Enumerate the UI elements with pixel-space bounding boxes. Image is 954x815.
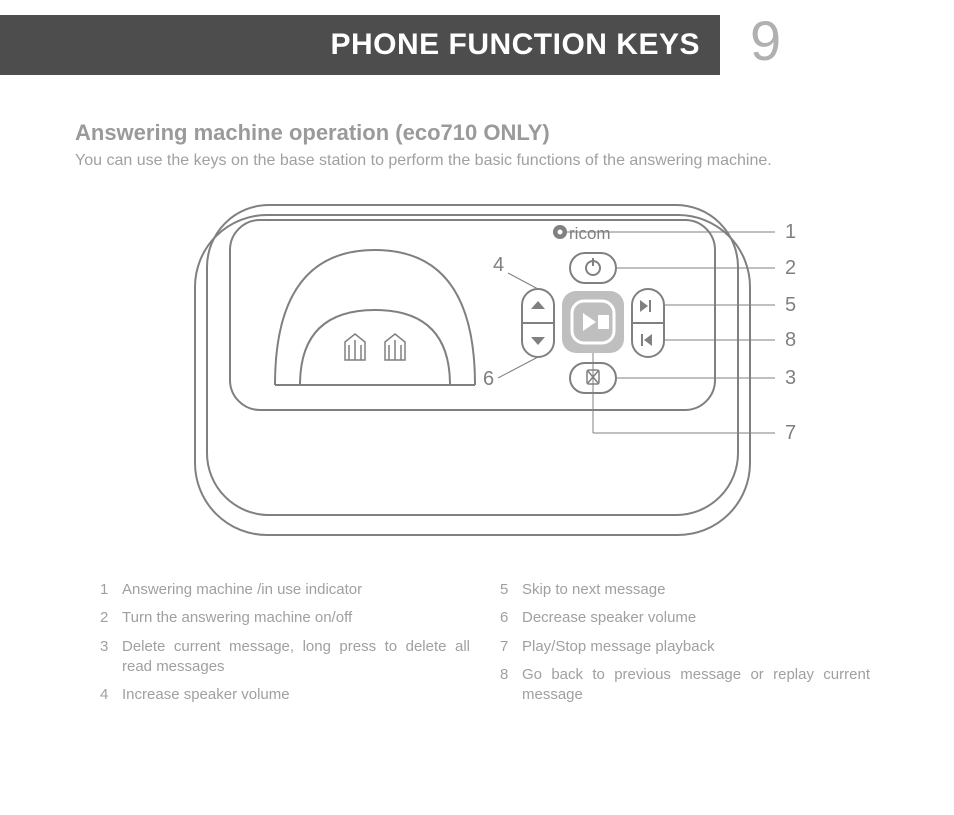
legend-num: 7 xyxy=(500,637,522,657)
header-bar: PHONE FUNCTION KEYS xyxy=(0,15,720,75)
callout-3: 3 xyxy=(785,367,796,389)
base-station-diagram: ricom xyxy=(160,185,850,565)
legend-col-right: 5Skip to next message 6Decrease speaker … xyxy=(500,580,900,713)
legend-num: 2 xyxy=(100,608,122,628)
callout-1: 1 xyxy=(785,221,796,243)
legend-num: 8 xyxy=(500,665,522,706)
legend-row: 5Skip to next message xyxy=(500,580,900,600)
legend-text: Go back to previous message or replay cu… xyxy=(522,665,900,706)
legend-text: Play/Stop message playback xyxy=(522,637,900,657)
callout-7: 7 xyxy=(785,422,796,444)
section-desc: You can use the keys on the base station… xyxy=(75,152,772,170)
callout-2: 2 xyxy=(785,257,796,279)
legend-row: 7Play/Stop message playback xyxy=(500,637,900,657)
legend-row: 8Go back to previous message or replay c… xyxy=(500,665,900,706)
legend-text: Turn the answering machine on/off xyxy=(122,608,500,628)
legend-text: Delete current message, long press to de… xyxy=(122,637,500,678)
callout-5: 5 xyxy=(785,294,796,316)
legend-row: 4Increase speaker volume xyxy=(100,685,500,705)
legend-num: 1 xyxy=(100,580,122,600)
legend-text: Skip to next message xyxy=(522,580,900,600)
page-number: 9 xyxy=(750,8,781,73)
section-title: Answering machine operation (eco710 ONLY… xyxy=(75,120,550,146)
callout-8: 8 xyxy=(785,329,796,351)
legend: 1Answering machine /in use indicator 2Tu… xyxy=(100,580,900,713)
legend-row: 3Delete current message, long press to d… xyxy=(100,637,500,678)
legend-text: Answering machine /in use indicator xyxy=(122,580,500,600)
callout-6: 6 xyxy=(483,368,494,390)
legend-row: 2Turn the answering machine on/off xyxy=(100,608,500,628)
callout-4: 4 xyxy=(493,254,504,276)
legend-row: 1Answering machine /in use indicator xyxy=(100,580,500,600)
svg-text:ricom: ricom xyxy=(569,224,611,243)
legend-col-left: 1Answering machine /in use indicator 2Tu… xyxy=(100,580,500,713)
header-title: PHONE FUNCTION KEYS xyxy=(330,15,700,75)
legend-num: 4 xyxy=(100,685,122,705)
legend-num: 3 xyxy=(100,637,122,678)
legend-num: 5 xyxy=(500,580,522,600)
legend-text: Decrease speaker volume xyxy=(522,608,900,628)
legend-num: 6 xyxy=(500,608,522,628)
legend-row: 6Decrease speaker volume xyxy=(500,608,900,628)
legend-text: Increase speaker volume xyxy=(122,685,500,705)
